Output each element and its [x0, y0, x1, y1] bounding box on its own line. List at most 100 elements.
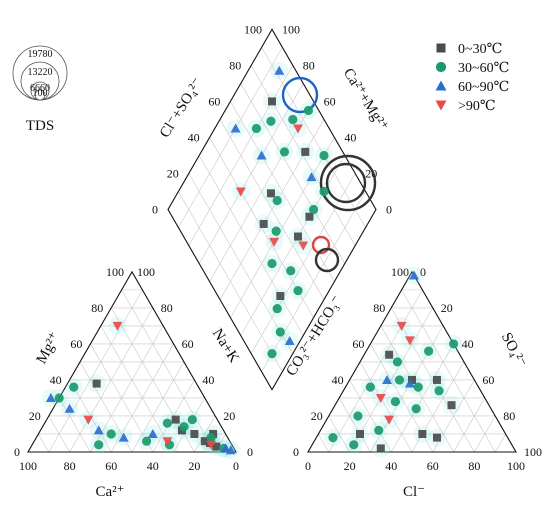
diamond-point	[303, 105, 313, 116]
anion-point	[390, 396, 400, 407]
tds-size-label: 19780	[28, 49, 53, 60]
diamond-point	[288, 114, 298, 125]
cation-right-tick: 60	[182, 337, 194, 351]
cation-triangle-grid	[121, 289, 216, 453]
anion-bottom-tick: 60	[427, 459, 439, 473]
diamond-point	[293, 285, 303, 296]
anion-triangle-grid	[349, 379, 392, 453]
cation-point	[118, 432, 129, 442]
anion-left-tick: 60	[352, 337, 364, 351]
anion-point	[418, 429, 427, 438]
cation-triangle-grid	[90, 325, 164, 453]
cation-left-tick: 40	[50, 373, 62, 387]
anion-point	[353, 411, 363, 421]
diamond-grid	[178, 47, 283, 228]
anion-point	[365, 382, 375, 392]
diamond-point	[309, 204, 319, 215]
cation-point	[112, 321, 123, 331]
anion-point	[374, 425, 384, 435]
cation-triangle-grid	[131, 361, 185, 453]
tds-ring	[281, 76, 319, 114]
anion-triangle-grid	[328, 289, 423, 453]
cation-right-tick: 0	[247, 445, 253, 459]
diagram-frames	[27, 28, 517, 453]
anion-triangle-grid	[453, 397, 486, 453]
diamond-point	[301, 147, 310, 156]
anion-triangle-grid	[494, 433, 506, 453]
cation-triangle-grid	[48, 415, 70, 453]
cation-point	[94, 440, 104, 450]
cation-left-title: Mg²⁺	[34, 330, 64, 367]
anion-point	[447, 401, 456, 410]
cation-point	[64, 403, 75, 413]
diamond-point	[286, 266, 296, 276]
diamond-point	[276, 291, 285, 300]
diamond-point	[274, 65, 285, 75]
cation-point	[147, 428, 158, 438]
diamond-ul-tick: 80	[229, 58, 241, 72]
anion-triangle-grid	[390, 307, 475, 453]
anion-point	[394, 375, 405, 385]
anion-point	[449, 339, 459, 349]
diamond-ul-tick: 0	[152, 203, 158, 217]
anion-point	[413, 382, 423, 392]
diamond-point	[319, 150, 329, 161]
anion-right-title: SO₄²⁻	[498, 330, 529, 370]
diamond-point	[298, 241, 309, 251]
cation-bottom-tick: 80	[64, 459, 76, 473]
anion-left-tick: 80	[373, 301, 385, 315]
anion-point	[349, 440, 359, 450]
cation-point	[83, 415, 94, 425]
anion-point	[404, 378, 415, 388]
diamond-point	[279, 147, 290, 157]
cation-point	[106, 429, 116, 439]
anion-bottom-tick: 80	[468, 459, 480, 473]
cation-point	[187, 414, 197, 425]
cation-left-tick: 60	[70, 337, 82, 351]
cation-bottom-tick: 100	[19, 459, 37, 473]
tds-ring	[311, 235, 331, 255]
anion-point	[375, 393, 386, 403]
anion-bottom-tick: 0	[305, 459, 311, 473]
anion-left-tick: 0	[293, 445, 299, 459]
cation-left-tick: 20	[29, 409, 41, 423]
anion-bottom-title: Cl⁻	[403, 484, 425, 500]
cation-triangle-grid	[48, 289, 143, 453]
legend-marker	[435, 61, 447, 73]
diamond-point	[251, 123, 261, 134]
diamond-grid	[261, 47, 366, 228]
diamond-ul-tick: 60	[208, 94, 220, 108]
tds-size-label: 100	[33, 88, 48, 99]
anion-triangle-grid	[401, 289, 496, 453]
anion-right-tick: 40	[462, 337, 474, 351]
cation-bottom-tick: 40	[147, 459, 159, 473]
anion-right-tick: 100	[524, 445, 542, 459]
diamond-frame	[167, 28, 377, 391]
diamond-ul-tick: 40	[188, 130, 200, 144]
cation-point	[206, 440, 217, 450]
diamond-point	[266, 189, 275, 198]
tds-size-circle	[34, 89, 46, 101]
cation-right-tick: 100	[137, 265, 155, 279]
anion-point	[424, 346, 434, 356]
anion-point	[328, 432, 338, 443]
diamond-point	[306, 172, 317, 182]
anion-point	[432, 433, 441, 442]
cation-point	[141, 436, 152, 446]
anion-left-tick: 40	[332, 373, 344, 387]
anion-point	[392, 357, 403, 367]
anion-triangle-grid	[328, 415, 350, 453]
anion-point	[384, 415, 395, 425]
anion-point	[411, 404, 421, 414]
cation-triangle-grid	[58, 397, 91, 453]
cation-triangle-grid	[173, 397, 206, 453]
anion-left-tick: 20	[311, 409, 323, 423]
diamond-point	[267, 258, 277, 269]
anion-point	[376, 444, 385, 453]
legend-label: 30~60℃	[458, 61, 509, 76]
legend-marker	[435, 100, 447, 111]
cation-triangle-grid	[38, 433, 50, 453]
diamond-ur-title: Ca²⁺+Mg²⁺	[340, 66, 391, 135]
anion-triangle-grid	[338, 397, 371, 453]
